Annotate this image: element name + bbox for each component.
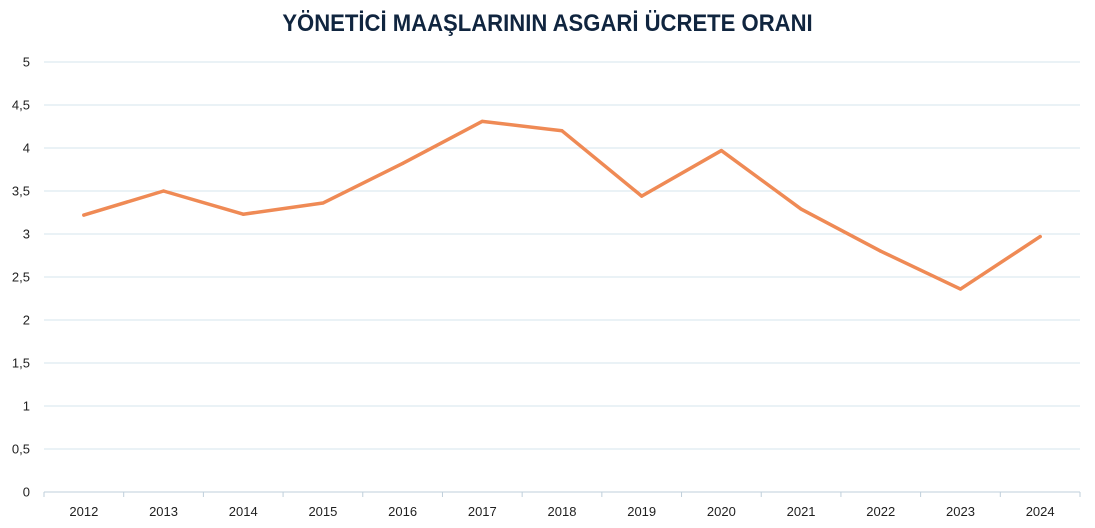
x-axis-tick-labels: 2012 2013 2014 2015 2016 2017 2018 2019 2020 2021… (69, 504, 1054, 519)
y-tick-label: 2,5 (12, 270, 30, 285)
y-tick-label: 1,5 (12, 356, 30, 371)
data-point (958, 287, 963, 291)
series-layer (82, 119, 1042, 291)
data-point (480, 119, 484, 123)
x-tick-label: 2014 (229, 504, 258, 519)
series-line (82, 119, 1042, 291)
data-point (161, 189, 166, 193)
x-tick-label: 2012 (69, 504, 98, 519)
data-point (241, 212, 245, 216)
y-tick-label: 2 (23, 313, 30, 328)
data-point (640, 194, 644, 198)
data-point (1038, 234, 1042, 239)
data-point (879, 249, 883, 253)
chart-title: YÖNETİCİ MAAŞLARININ ASGARİ ÜCRETE ORANI (282, 10, 813, 37)
grid-lines (44, 61, 1080, 450)
x-tick-label: 2020 (707, 504, 736, 519)
x-tick-label: 2024 (1026, 504, 1055, 519)
y-tick-label: 1 (23, 399, 30, 414)
x-tick-label: 2017 (468, 504, 497, 519)
data-point (799, 207, 803, 211)
y-tick-label: 0 (23, 485, 30, 500)
x-tick-label: 2013 (149, 504, 178, 519)
x-axis (43, 491, 1081, 497)
y-tick-label: 4 (23, 141, 30, 156)
data-point (82, 213, 86, 217)
x-tick-label: 2016 (388, 504, 417, 519)
data-point (321, 201, 325, 205)
y-axis-tick-labels: 0 0,5 1 1,5 2 2,5 3 3,5 4 4,5 5 (12, 55, 30, 500)
x-tick-label: 2022 (866, 504, 895, 519)
x-tick-label: 2015 (308, 504, 337, 519)
data-point (719, 148, 723, 153)
x-tick-label: 2018 (548, 504, 577, 519)
data-point (401, 161, 405, 166)
data-point (560, 129, 564, 133)
y-tick-label: 4,5 (12, 98, 30, 113)
x-tick-label: 2023 (946, 504, 975, 519)
y-tick-label: 3,5 (12, 184, 30, 199)
x-tick-label: 2019 (627, 504, 656, 519)
x-tick-label: 2021 (787, 504, 816, 519)
y-tick-label: 3 (23, 227, 30, 242)
y-tick-label: 5 (23, 55, 30, 70)
y-tick-label: 0,5 (12, 442, 30, 457)
